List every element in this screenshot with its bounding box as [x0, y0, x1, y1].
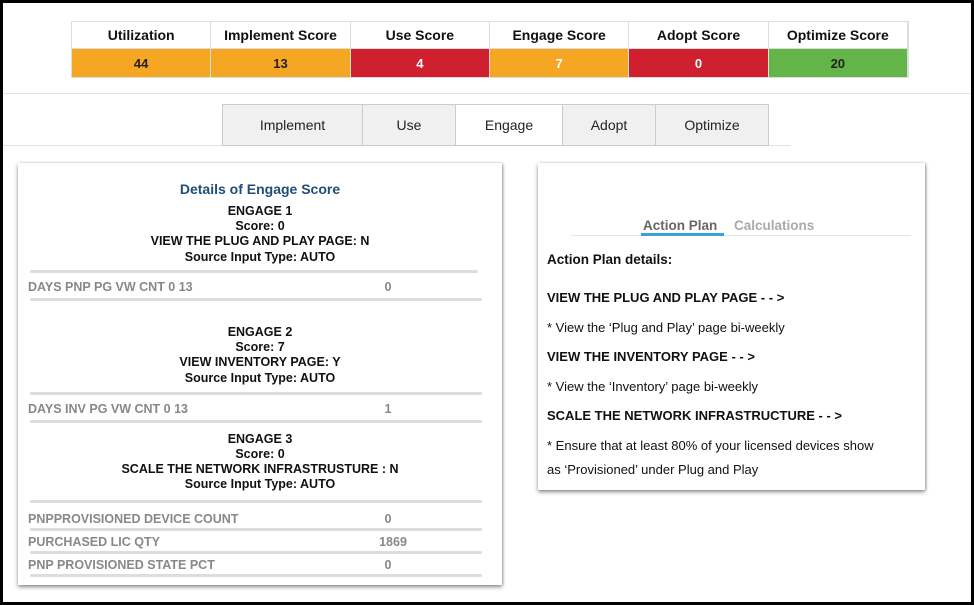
- metric-value: 0: [384, 558, 392, 572]
- metric-label: PURCHASED LIC QTY: [28, 535, 160, 549]
- section-score: Score: 7: [235, 340, 285, 354]
- metric-label: DAYS PNP PG VW CNT 0 13: [28, 280, 193, 294]
- action-item-title: SCALE THE NETWORK INFRASTRUCTURE - - >: [547, 408, 843, 423]
- score-value: 0: [629, 49, 769, 77]
- action-item-title: VIEW THE PLUG AND PLAY PAGE - - >: [547, 290, 785, 305]
- metric-value: 1869: [379, 535, 407, 549]
- section-criterion: SCALE THE NETWORK INFRASTRUSTURE : N: [121, 462, 399, 476]
- divider: [30, 420, 482, 423]
- page: Utilization Implement Score Use Score En…: [3, 3, 971, 602]
- divider: [30, 574, 482, 577]
- engage-details-panel: Details of Engage Score ENGAGE 1 Score: …: [18, 163, 502, 585]
- action-plan-panel: Action Plan Calculations Action Plan det…: [538, 163, 925, 490]
- divider: [3, 145, 223, 146]
- action-item-title: VIEW THE INVENTORY PAGE - - >: [547, 349, 755, 364]
- divider: [3, 93, 971, 94]
- metric-value: 0: [384, 280, 392, 294]
- score-value: 13: [211, 49, 351, 77]
- tab-divider: [571, 235, 911, 236]
- divider: [30, 270, 478, 273]
- section-score: Score: 0: [235, 219, 285, 233]
- section-name: ENGAGE 1: [227, 204, 293, 218]
- tab-action-plan[interactable]: Action Plan: [643, 218, 718, 233]
- tab-adopt[interactable]: Adopt: [563, 105, 656, 145]
- score-header: Implement Score: [211, 22, 351, 49]
- section-name: ENGAGE 3: [227, 432, 293, 446]
- section-source: Source Input Type: AUTO: [184, 477, 336, 491]
- metric-value: 1: [384, 402, 392, 416]
- section-criterion: VIEW INVENTORY PAGE: Y: [179, 355, 341, 369]
- tab-engage[interactable]: Engage: [456, 105, 563, 145]
- metric-label: PNPPROVISIONED DEVICE COUNT: [28, 512, 239, 526]
- metric-label: PNP PROVISIONED STATE PCT: [28, 558, 215, 572]
- metric-row: DAYS INV PG VW CNT 0 13 1: [28, 402, 478, 416]
- action-item-text: * Ensure that at least 80% of your licen…: [547, 438, 874, 453]
- active-tab-indicator: [641, 233, 724, 236]
- score-header: Utilization: [72, 22, 212, 49]
- section-score: Score: 0: [235, 447, 285, 461]
- score-value: 20: [768, 49, 908, 77]
- tab-implement[interactable]: Implement: [223, 105, 363, 145]
- metric-row: PURCHASED LIC QTY 1869: [28, 535, 478, 549]
- section-source: Source Input Type: AUTO: [184, 371, 336, 385]
- score-summary-table: Utilization Implement Score Use Score En…: [71, 21, 909, 78]
- divider: [30, 528, 482, 531]
- divider: [769, 145, 791, 146]
- section-criterion: VIEW THE PLUG AND PLAY PAGE: N: [150, 234, 370, 248]
- tab-calculations[interactable]: Calculations: [734, 218, 815, 233]
- section-name: ENGAGE 2: [227, 325, 293, 339]
- metric-row: PNP PROVISIONED STATE PCT 0: [28, 558, 478, 572]
- action-plan-heading: Action Plan details:: [547, 252, 673, 267]
- action-item-text: * View the ‘Plug and Play’ page bi-weekl…: [547, 320, 785, 335]
- divider: [30, 500, 482, 503]
- score-tabs: Implement Use Engage Adopt Optimize: [222, 104, 769, 146]
- action-item-text: as ‘Provisioned’ under Plug and Play: [547, 462, 759, 477]
- action-item-text: * View the ‘Inventory’ page bi-weekly: [547, 379, 759, 394]
- details-title: Details of Engage Score: [179, 181, 341, 197]
- score-value: 4: [350, 49, 490, 77]
- metric-label: DAYS INV PG VW CNT 0 13: [28, 402, 188, 416]
- score-header: Engage Score: [489, 22, 630, 49]
- divider: [30, 298, 482, 301]
- score-value: 7: [489, 49, 630, 77]
- metric-row: PNPPROVISIONED DEVICE COUNT 0: [28, 512, 478, 526]
- divider: [30, 392, 482, 395]
- score-header: Adopt Score: [629, 22, 769, 49]
- tab-optimize[interactable]: Optimize: [656, 105, 768, 145]
- divider: [30, 551, 482, 554]
- metric-value: 0: [384, 512, 392, 526]
- tab-use[interactable]: Use: [363, 105, 456, 145]
- score-header: Optimize Score: [768, 22, 908, 49]
- section-source: Source Input Type: AUTO: [184, 250, 336, 264]
- metric-row: DAYS PNP PG VW CNT 0 13 0: [28, 280, 478, 294]
- score-value: 44: [72, 49, 212, 77]
- score-header: Use Score: [350, 22, 490, 49]
